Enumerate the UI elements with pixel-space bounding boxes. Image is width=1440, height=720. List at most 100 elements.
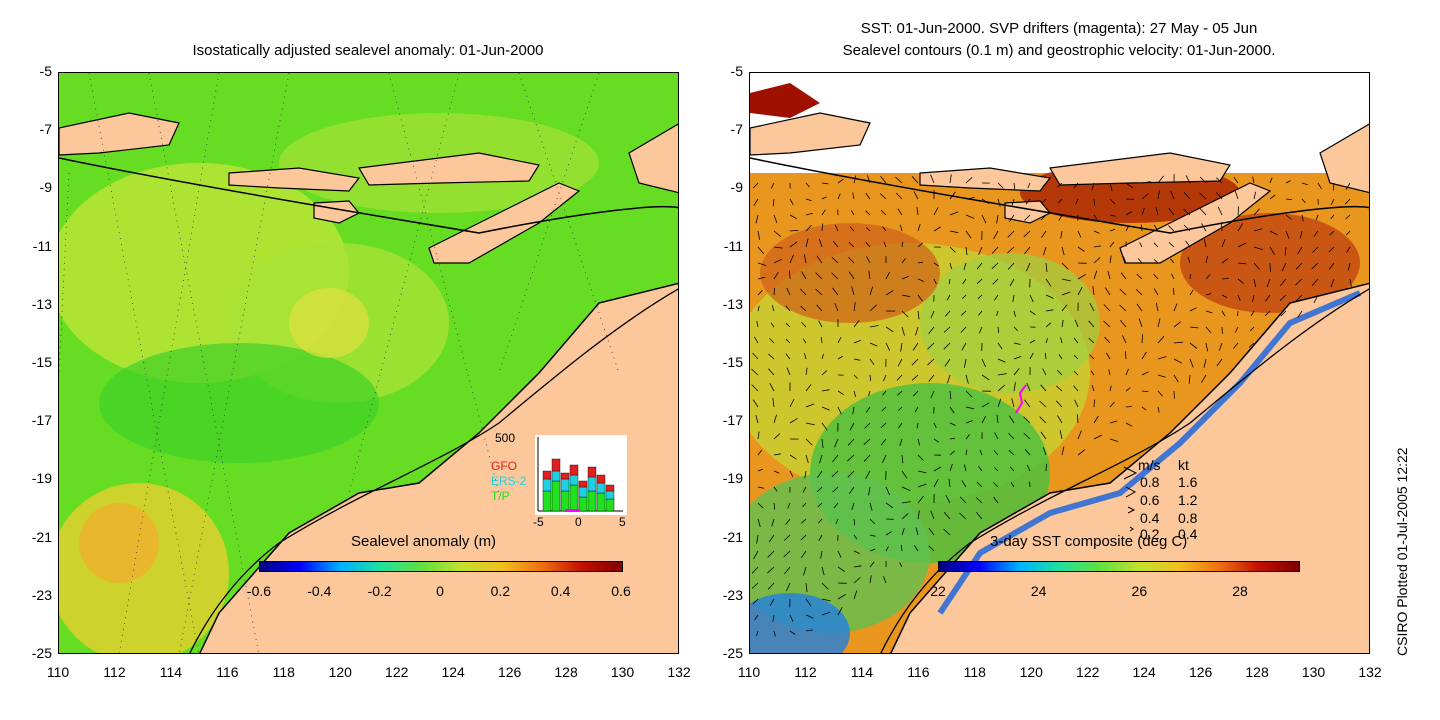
velocity-vector <box>1093 415 1099 424</box>
velocity-vector <box>1039 416 1047 424</box>
velocity-vector <box>996 310 999 317</box>
legend-kt-0: 1.6 <box>1178 474 1198 490</box>
velocity-vector <box>1141 390 1149 392</box>
velocity-vector <box>1007 246 1015 254</box>
velocity-vector <box>785 353 791 360</box>
lat-tick-right: -7 <box>730 121 743 138</box>
velocity-vector <box>949 450 955 456</box>
velocity-vector <box>949 390 952 400</box>
velocity-vector <box>837 566 845 572</box>
velocity-vector <box>911 374 919 381</box>
lon-tick-left: 112 <box>103 664 126 680</box>
velocity-vector <box>1253 228 1263 232</box>
velocity-vector <box>785 338 791 344</box>
velocity-vector <box>1125 422 1133 427</box>
velocity-vector <box>800 550 807 559</box>
velocity-vector <box>1299 230 1303 239</box>
velocity-vector <box>821 353 824 360</box>
velocity-vector <box>997 384 1006 392</box>
velocity-vector <box>1136 273 1143 280</box>
velocity-vector <box>885 546 889 552</box>
velocity-vector <box>885 486 891 496</box>
velocity-vector <box>1203 239 1207 248</box>
velocity-vector <box>1253 278 1257 287</box>
velocity-vector <box>1349 278 1352 288</box>
velocity-vector <box>1025 198 1031 205</box>
velocity-vector <box>915 527 919 536</box>
velocity-vector <box>993 496 999 504</box>
velocity-vector <box>821 406 830 411</box>
velocity-vector <box>816 255 823 264</box>
velocity-vector <box>1008 450 1015 456</box>
velocity-vector <box>1221 278 1229 280</box>
velocity-vector <box>1155 302 1159 312</box>
velocity-vector <box>948 478 951 488</box>
velocity-vector <box>821 422 828 431</box>
velocity-vector <box>996 414 999 424</box>
velocity-vector <box>994 294 999 301</box>
velocity-vector <box>785 305 791 312</box>
island-sumbawa <box>228 167 361 192</box>
velocity-vector <box>818 518 823 524</box>
velocity-vector <box>789 254 794 264</box>
histogram-bar <box>551 458 561 472</box>
lon-tick-left: 126 <box>497 664 522 680</box>
velocity-vector <box>1285 180 1291 184</box>
velocity-vector <box>1199 192 1207 200</box>
velocity-vector <box>769 383 775 392</box>
velocity-vector <box>786 582 791 592</box>
lat-tick-left: -15 <box>31 354 52 370</box>
island-tanimbar-sst <box>1319 123 1369 194</box>
velocity-vector <box>818 320 823 328</box>
velocity-vector <box>949 211 959 216</box>
velocity-vector <box>997 373 1007 376</box>
velocity-vector <box>901 454 904 464</box>
velocity-vector <box>1200 374 1207 383</box>
velocity-vector <box>1023 432 1031 440</box>
velocity-vector <box>805 224 812 232</box>
sst-map[interactable]: m/s kt 0.8 1.6 0.6 1.2 0.4 0.8 0.2 0.4 3… <box>749 72 1370 654</box>
velocity-vector <box>1042 368 1047 376</box>
velocity-vector <box>993 450 999 456</box>
velocity-vector <box>1026 262 1031 272</box>
velocity-vector <box>869 548 876 552</box>
velocity-vector <box>997 398 1002 408</box>
velocity-vector <box>833 502 839 509</box>
velocity-vector <box>933 226 941 232</box>
velocity-vector <box>1153 273 1159 280</box>
velocity-vector <box>1189 342 1198 349</box>
velocity-vector <box>1104 336 1111 344</box>
velocity-vector <box>821 611 831 616</box>
velocity-vector <box>1059 430 1063 440</box>
lon-tick-right: 114 <box>850 664 874 680</box>
velocity-vector <box>1043 246 1047 256</box>
velocity-vector <box>1135 289 1143 296</box>
velocity-vector <box>1008 214 1015 223</box>
velocity-vector <box>883 576 887 584</box>
velocity-vector <box>1119 288 1127 296</box>
velocity-vector <box>865 210 871 216</box>
velocity-vector <box>917 278 925 282</box>
velocity-vector <box>831 272 839 280</box>
velocity-vector <box>1057 415 1063 424</box>
velocity-vector <box>1170 190 1175 200</box>
velocity-vector <box>1009 466 1015 472</box>
velocity-vector <box>913 191 919 200</box>
velocity-vector <box>1205 293 1212 296</box>
lat-tick-right: -21 <box>722 528 743 545</box>
velocity-vector <box>1253 208 1260 216</box>
velocity-vector <box>1237 294 1241 302</box>
velocity-vector <box>1088 337 1095 344</box>
velocity-vector <box>751 566 759 574</box>
velocity-vector <box>1347 262 1351 271</box>
velocity-vector <box>863 454 871 462</box>
velocity-vector <box>1044 352 1047 360</box>
velocity-vector <box>965 177 973 184</box>
sealevel-anomaly-map[interactable]: Sealevel anomaly (m) -0.6 -0.4 -0.2 0 0.2 0.4… <box>58 72 679 654</box>
velocity-vector <box>787 502 791 509</box>
velocity-vector <box>1008 433 1015 440</box>
velocity-vector <box>897 390 903 396</box>
velocity-vector <box>832 287 839 296</box>
velocity-vector <box>1187 256 1191 264</box>
legend-header-ms: m/s <box>1138 457 1161 473</box>
